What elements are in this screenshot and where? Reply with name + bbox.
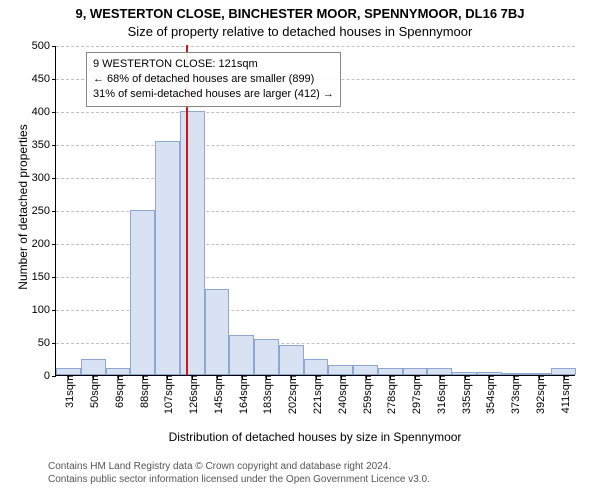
histogram-bar [551,368,576,375]
xtick-label: 126sqm [184,375,200,414]
chart-title-line2: Size of property relative to detached ho… [0,24,600,39]
xtick-label: 221sqm [308,375,324,414]
histogram-bar [254,339,279,375]
gridline [56,178,575,179]
xtick-label: 335sqm [457,375,473,414]
ytick-label: 250 [32,205,56,217]
xtick-label: 69sqm [110,375,126,408]
ytick-label: 100 [32,304,56,316]
ytick-label: 0 [44,370,56,382]
annotation-box: 9 WESTERTON CLOSE: 121sqm← 68% of detach… [86,52,341,107]
histogram-bar [56,368,81,375]
histogram-bar [130,210,155,375]
footer-line1: Contains HM Land Registry data © Crown c… [48,460,430,473]
histogram-bar [155,141,180,375]
ytick-label: 500 [32,40,56,52]
histogram-bar [427,368,452,375]
histogram-bar [279,345,304,375]
xtick-label: 392sqm [531,375,547,414]
xtick-label: 202sqm [283,375,299,414]
xtick-label: 240sqm [333,375,349,414]
ytick-label: 200 [32,238,56,250]
xtick-label: 183sqm [258,375,274,414]
xtick-label: 88sqm [135,375,151,408]
xtick-label: 354sqm [481,375,497,414]
xtick-label: 145sqm [209,375,225,414]
gridline [56,112,575,113]
ytick-label: 450 [32,73,56,85]
xtick-label: 107sqm [159,375,175,414]
xtick-label: 164sqm [234,375,250,414]
ytick-label: 150 [32,271,56,283]
histogram-bar [229,335,254,375]
xtick-label: 259sqm [358,375,374,414]
histogram-bar [328,365,353,375]
gridline [56,46,575,47]
annotation-line: 9 WESTERTON CLOSE: 121sqm [93,57,334,72]
histogram-bar [378,368,403,375]
footer-attribution: Contains HM Land Registry data © Crown c… [48,460,430,486]
annotation-line: ← 68% of detached houses are smaller (89… [93,72,334,87]
footer-line2: Contains public sector information licen… [48,473,430,486]
ytick-label: 400 [32,106,56,118]
histogram-bar [304,359,329,376]
histogram-bar [403,368,428,375]
histogram-bar [205,289,230,375]
ytick-label: 50 [38,337,56,349]
x-axis-label: Distribution of detached houses by size … [55,430,575,444]
histogram-bar [81,359,106,376]
histogram-bar [106,368,131,375]
annotation-line: 31% of semi-detached houses are larger (… [93,87,334,102]
y-axis-label: Number of detached properties [16,42,30,372]
ytick-label: 300 [32,172,56,184]
xtick-label: 316sqm [432,375,448,414]
xtick-label: 278sqm [382,375,398,414]
plot-area: 05010015020025030035040045050031sqm50sqm… [55,46,575,376]
chart-title-line1: 9, WESTERTON CLOSE, BINCHESTER MOOR, SPE… [0,6,600,21]
xtick-label: 50sqm [85,375,101,408]
histogram-bar [180,111,205,375]
xtick-label: 411sqm [556,375,572,413]
xtick-label: 373sqm [506,375,522,414]
xtick-label: 297sqm [407,375,423,414]
ytick-label: 350 [32,139,56,151]
xtick-label: 31sqm [60,375,76,408]
gridline [56,145,575,146]
histogram-bar [353,365,378,375]
